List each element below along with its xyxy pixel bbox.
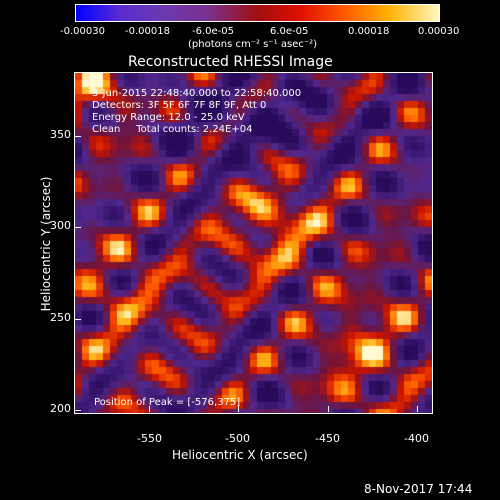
time-range-text: 3-Jun-2015 22:48:40.000 to 22:58:40.000 xyxy=(92,88,302,99)
colorbar-tick: 0.00018 xyxy=(348,26,390,37)
image-plot xyxy=(74,72,433,414)
generation-date: 8-Nov-2017 17:44 xyxy=(364,482,473,496)
y-tick-mark xyxy=(75,227,81,228)
x-tick-mark xyxy=(417,406,418,412)
x-tick-mark xyxy=(238,406,239,412)
colorbar-tick: -0.00018 xyxy=(125,26,170,37)
plot-title: Reconstructed RHESSI Image xyxy=(128,54,333,70)
x-tick-mark xyxy=(149,406,150,412)
clean-text: Clean Total counts: 2.24E+04 xyxy=(92,124,253,135)
colorbar-units: (photons cm⁻² s⁻¹ asec⁻²) xyxy=(188,39,318,50)
y-tick-label: 350 xyxy=(50,128,71,141)
y-tick-mark xyxy=(75,410,81,411)
x-tick-label: -400 xyxy=(404,432,429,445)
y-axis-label: Heliocentric Y (arcsec) xyxy=(39,176,53,312)
colorbar-tick: -6.0e-05 xyxy=(192,26,234,37)
colorbar-tick: 0.00030 xyxy=(418,26,460,37)
colorbar-tick: 6.0e-05 xyxy=(270,26,309,37)
y-tick-mark xyxy=(75,319,81,320)
energy-range-text: Energy Range: 12.0 - 25.0 keV xyxy=(92,112,245,123)
x-tick-label: -500 xyxy=(225,432,250,445)
x-tick-label: -450 xyxy=(315,432,340,445)
y-tick-mark xyxy=(75,136,81,137)
y-tick-label: 200 xyxy=(50,402,71,415)
peak-position-text: Position of Peak = [-576,375] xyxy=(94,397,241,408)
colorbar-tick: -0.00030 xyxy=(60,26,105,37)
colorbar xyxy=(75,4,440,22)
x-axis-label: Heliocentric X (arcsec) xyxy=(172,448,308,462)
x-tick-mark xyxy=(328,406,329,412)
y-tick-label: 250 xyxy=(50,311,71,324)
detectors-text: Detectors: 3F 5F 6F 7F 8F 9F, Att 0 xyxy=(92,100,267,111)
x-tick-label: -550 xyxy=(137,432,162,445)
y-tick-label: 300 xyxy=(50,219,71,232)
heatmap-image xyxy=(75,73,432,413)
